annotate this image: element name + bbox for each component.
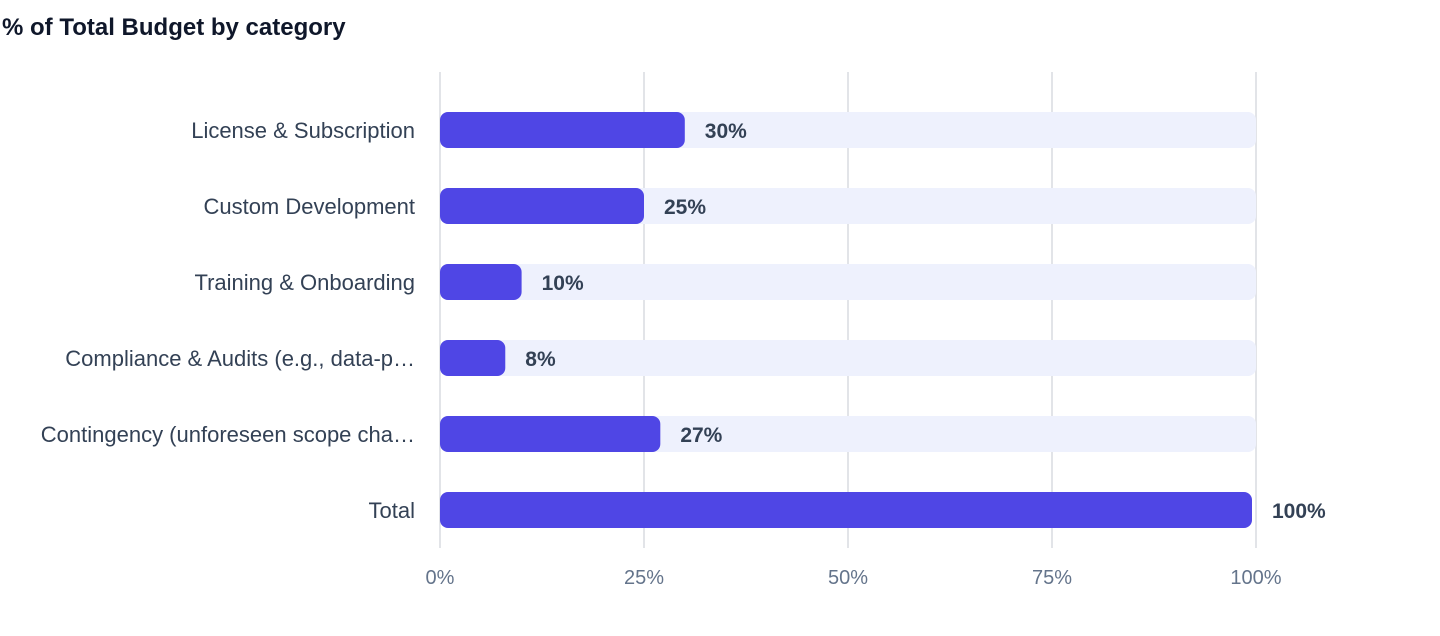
x-tick-label: 50%: [828, 567, 868, 589]
category-label: Contingency (unforeseen scope cha…: [41, 422, 415, 447]
category-label: License & Subscription: [191, 118, 415, 143]
x-tick-label: 25%: [624, 567, 664, 589]
value-label: 10%: [542, 272, 584, 295]
bar-5[interactable]: [440, 416, 661, 452]
value-label: 8%: [525, 348, 556, 371]
bar-1[interactable]: [440, 112, 685, 148]
bar-4[interactable]: [440, 340, 506, 376]
value-label: 25%: [664, 196, 706, 219]
category-label: Custom Development: [203, 194, 415, 219]
category-label: Training & Onboarding: [194, 270, 415, 295]
x-tick-label: 75%: [1032, 567, 1072, 589]
bar-6[interactable]: [440, 492, 1252, 528]
x-tick-label: 0%: [426, 567, 455, 589]
bar-3[interactable]: [440, 264, 522, 300]
bars: [440, 112, 1256, 528]
category-label: Total: [369, 498, 415, 523]
value-label: 100%: [1272, 500, 1326, 523]
bar-track: [440, 340, 1256, 376]
labels: 0% 25% 50% 75% 100% License & Subscription 30%…: [41, 118, 1326, 589]
x-tick-label: 100%: [1230, 567, 1281, 589]
chart-title: % of Total Budget by category: [2, 14, 346, 41]
bar-2[interactable]: [440, 188, 644, 224]
category-label: Compliance & Audits (e.g., data-p…: [65, 346, 415, 371]
value-label: 30%: [705, 120, 747, 143]
value-label: 27%: [680, 424, 722, 447]
bar-track: [440, 264, 1256, 300]
gridlines: [439, 72, 1257, 548]
